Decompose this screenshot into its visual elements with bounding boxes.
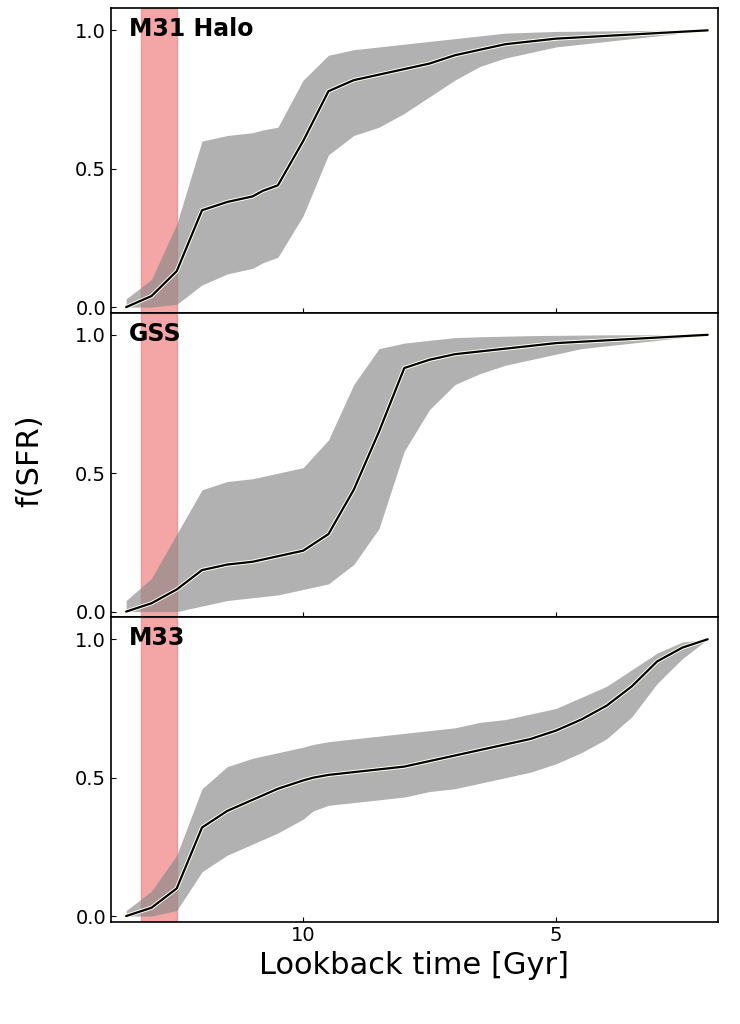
Text: M31 Halo: M31 Halo [130, 17, 254, 41]
Text: M33: M33 [130, 627, 186, 650]
Text: GSS: GSS [130, 322, 182, 346]
Bar [141, 8, 177, 312]
Bar [141, 617, 177, 922]
X-axis label: Lookback time [Gyr]: Lookback time [Gyr] [260, 951, 569, 980]
Bar [141, 312, 177, 617]
Text: f(SFR): f(SFR) [15, 415, 44, 507]
